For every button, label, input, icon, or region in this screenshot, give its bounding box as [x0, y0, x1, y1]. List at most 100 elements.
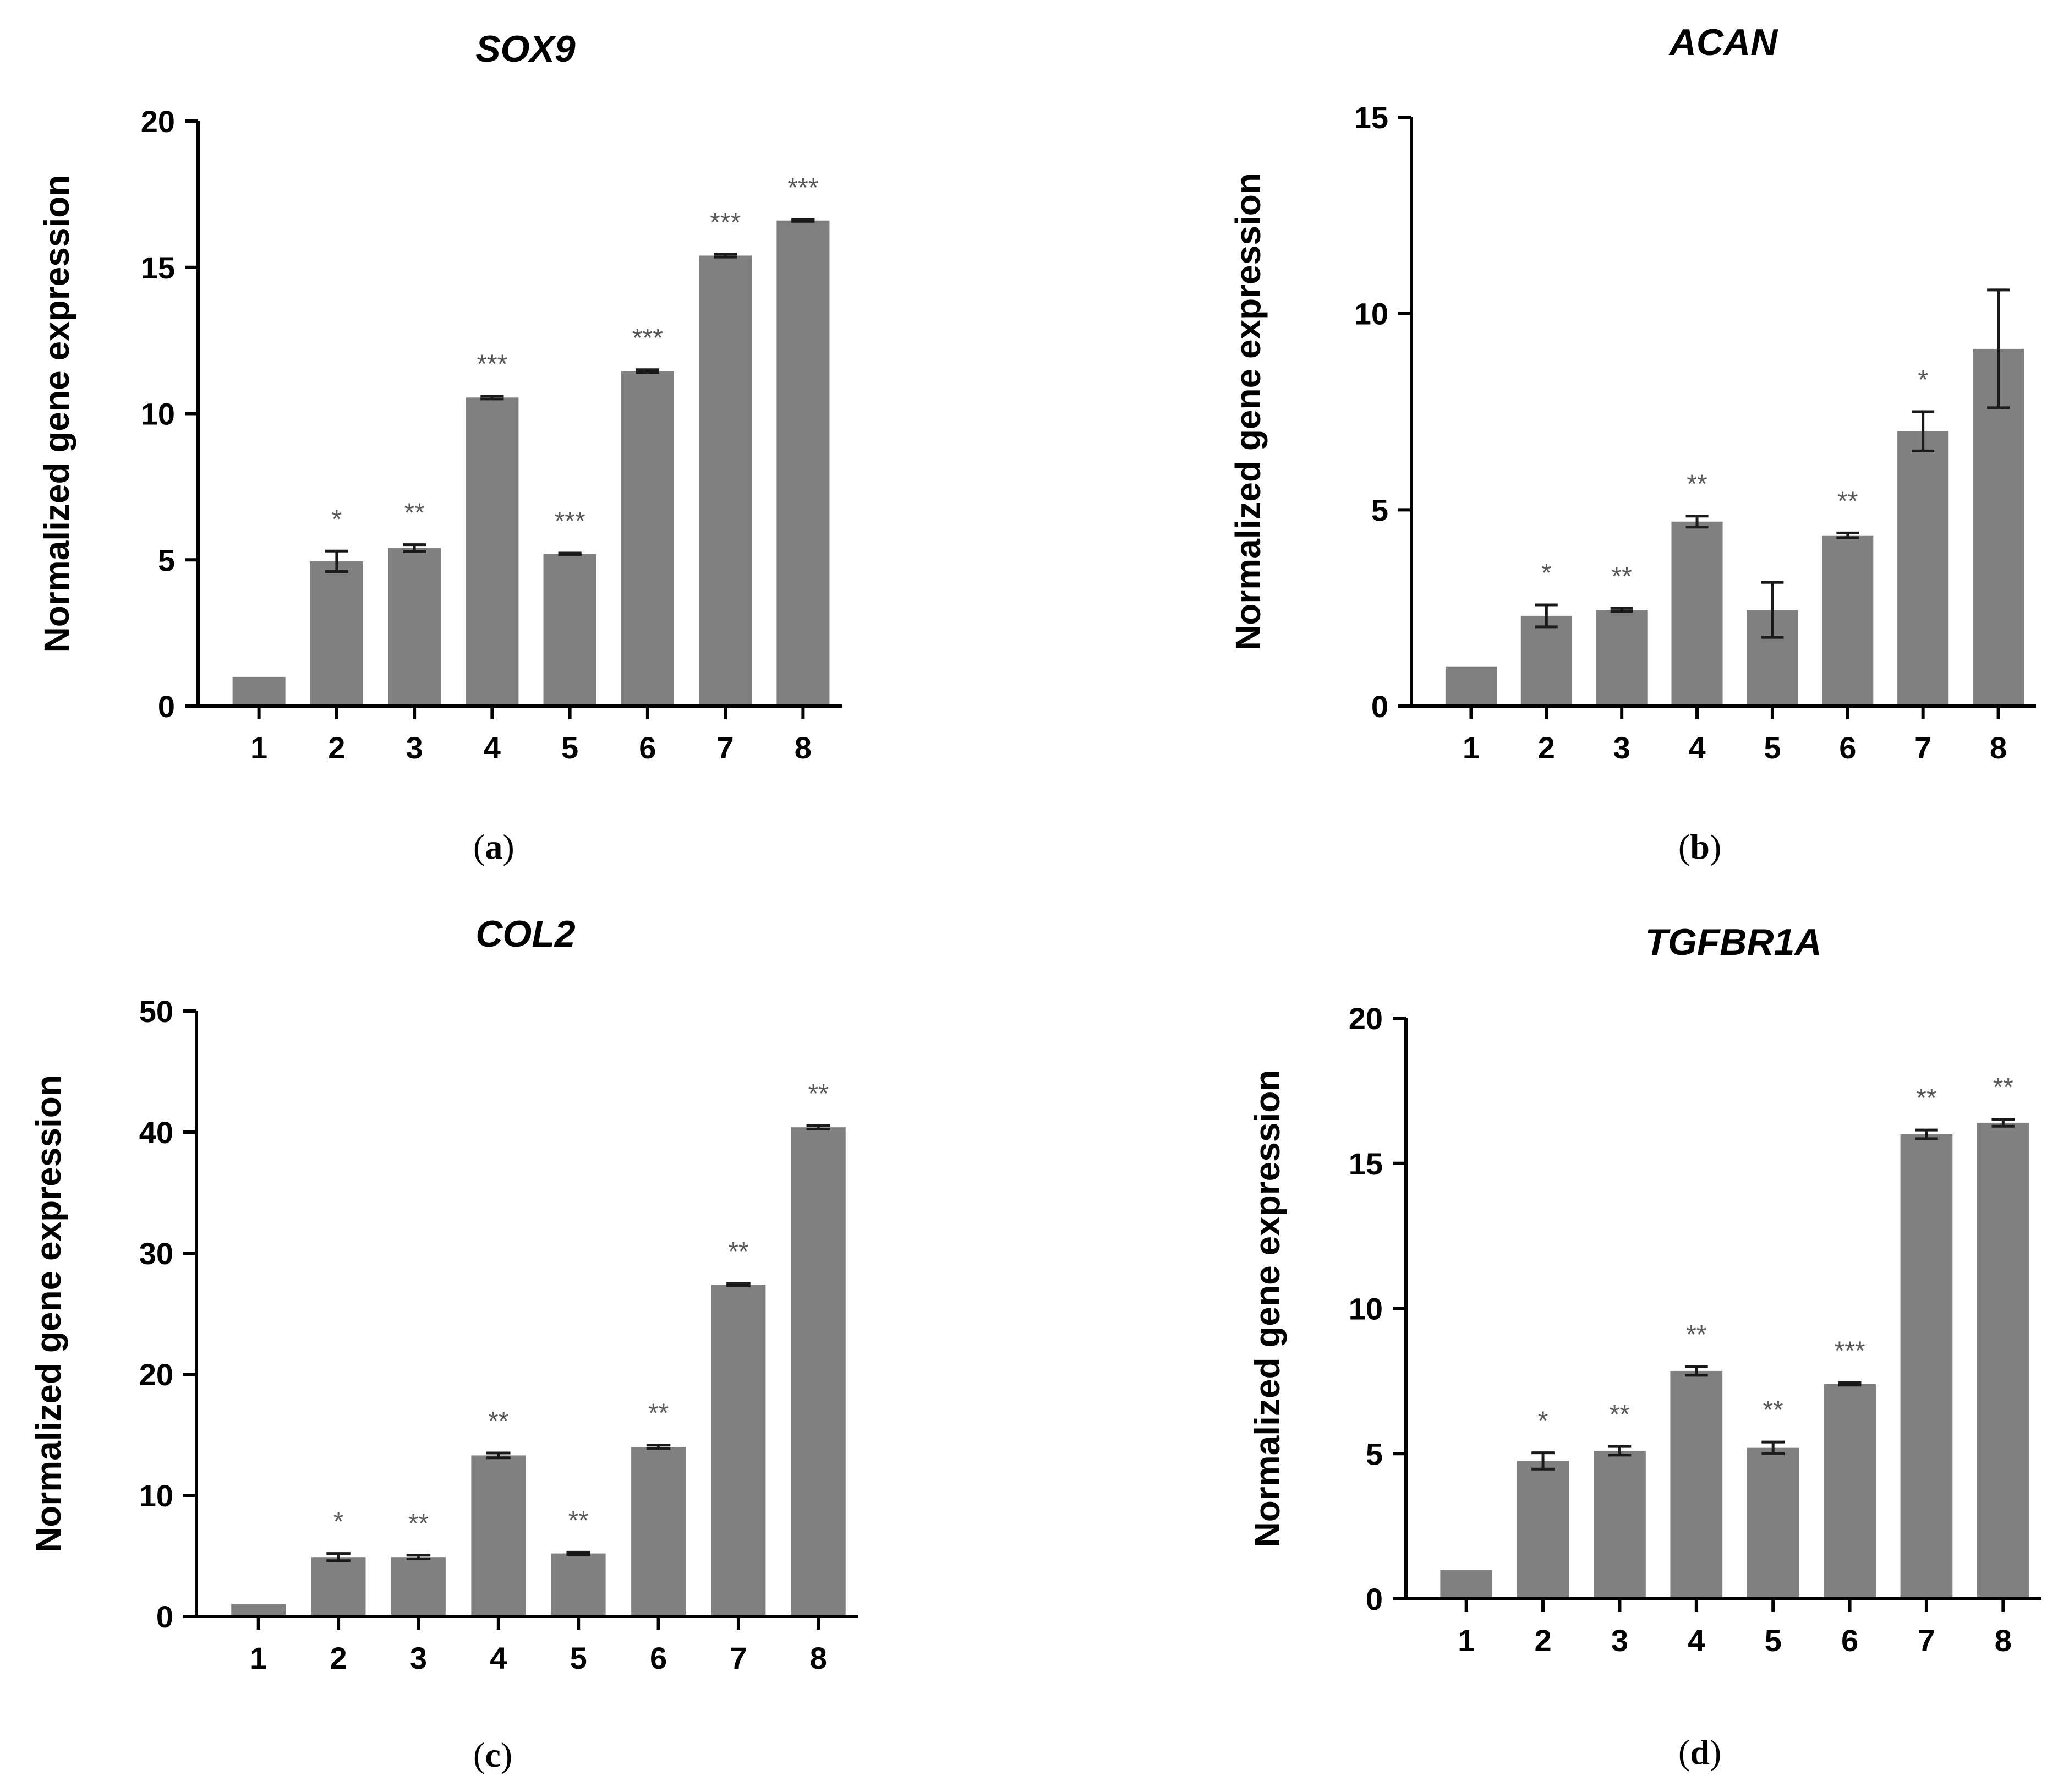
y-tick-label: 20	[139, 1357, 173, 1392]
y-tick-label: 30	[139, 1236, 173, 1271]
significance-label: ***	[555, 507, 585, 536]
significance-label: **	[1686, 1320, 1706, 1350]
y-tick-label: 10	[139, 1478, 173, 1513]
bar-7	[1900, 1134, 1953, 1599]
bar-1	[1445, 666, 1497, 706]
x-tick-label: 2	[1534, 1623, 1551, 1658]
y-tick-label: 5	[1366, 1436, 1383, 1471]
chart-panel-c: COL2 Normalized gene expression 1 * 2 ** 3 ** 4 *…	[29, 913, 858, 1774]
significance-label: *	[1541, 559, 1552, 588]
significance-label: **	[728, 1237, 748, 1266]
y-tick-label: 15	[141, 250, 175, 285]
bar-3	[391, 1557, 446, 1616]
significance-label: **	[808, 1079, 829, 1108]
x-tick-label: 4	[1688, 1623, 1705, 1658]
bar-4	[471, 1455, 526, 1616]
y-tick-label: 15	[1349, 1146, 1383, 1181]
y-tick-label: 0	[158, 689, 175, 724]
x-tick-label: 6	[1839, 730, 1856, 765]
y-tick-label: 10	[1349, 1292, 1383, 1326]
bar-7	[699, 255, 752, 706]
x-tick-label: 8	[795, 730, 812, 765]
significance-label: ***	[477, 350, 507, 379]
panel-label: (a)	[473, 827, 514, 866]
significance-label: ***	[1835, 1337, 1865, 1366]
y-axis-label: Normalized gene expression	[1247, 1070, 1287, 1548]
bar-3	[1596, 610, 1648, 706]
y-tick-label: 0	[1366, 1582, 1383, 1616]
x-tick-label: 3	[1613, 730, 1630, 765]
x-tick-label: 5	[1764, 730, 1781, 765]
y-axis-label: Normalized gene expression	[37, 175, 76, 653]
x-tick-label: 1	[250, 730, 267, 765]
bar-8	[1977, 1122, 2029, 1599]
significance-label: **	[404, 499, 424, 528]
bar-5	[551, 1553, 606, 1616]
y-axis-label: Normalized gene expression	[1228, 173, 1268, 651]
bar-6	[621, 371, 674, 706]
bar-1	[1440, 1570, 1493, 1599]
y-tick-label: 10	[1354, 297, 1388, 331]
bar-5	[543, 554, 596, 706]
x-tick-label: 3	[410, 1641, 427, 1675]
chart-panel-a: SOX9 Normalized gene expression 1 * 2 ** 3 *** 4…	[37, 28, 842, 866]
y-tick-label: 20	[141, 104, 175, 139]
y-tick-label: 50	[139, 994, 173, 1029]
x-tick-label: 3	[1611, 1623, 1628, 1658]
chart-panel-d: TGFBR1A Normalized gene expression 1 * 2 ** 3 *…	[1247, 921, 2041, 1772]
x-tick-label: 2	[1538, 730, 1555, 765]
x-tick-label: 7	[1914, 730, 1931, 765]
significance-label: **	[1993, 1073, 2013, 1102]
bar-7	[1897, 431, 1949, 706]
significance-label: **	[1610, 1400, 1630, 1429]
x-tick-label: 2	[330, 1641, 347, 1675]
x-tick-label: 1	[1463, 730, 1480, 765]
y-tick-label: 40	[139, 1115, 173, 1150]
significance-label: *	[1538, 1407, 1548, 1436]
x-tick-label: 4	[490, 1641, 507, 1675]
y-tick-label: 5	[1371, 493, 1388, 527]
bar-2	[311, 1557, 366, 1616]
significance-label: **	[488, 1407, 508, 1436]
bar-1	[232, 676, 286, 706]
bar-6	[1824, 1384, 1876, 1599]
bar-1	[231, 1604, 286, 1616]
chart-title: ACAN	[1668, 21, 1778, 63]
chart-panel-b: ACAN Normalized gene expression 1 * 2 ** 3 ** 4 5…	[1228, 21, 2036, 866]
x-tick-label: 5	[1765, 1623, 1782, 1658]
bar-4	[466, 397, 519, 706]
x-tick-label: 4	[1688, 730, 1705, 765]
x-tick-label: 1	[250, 1641, 267, 1675]
y-tick-label: 15	[1354, 100, 1388, 135]
chart-title: SOX9	[475, 28, 576, 70]
significance-label: ***	[632, 324, 663, 353]
x-tick-label: 8	[1990, 730, 2007, 765]
significance-label: ***	[710, 208, 741, 237]
x-tick-label: 6	[1841, 1623, 1858, 1658]
x-tick-label: 2	[328, 730, 345, 765]
x-tick-label: 8	[810, 1641, 827, 1675]
x-tick-label: 3	[406, 730, 423, 765]
x-tick-label: 5	[561, 730, 578, 765]
bar-6	[1822, 535, 1874, 706]
significance-label: *	[333, 1507, 344, 1537]
bar-8	[791, 1127, 846, 1616]
significance-label: **	[648, 1399, 669, 1428]
y-tick-label: 5	[158, 543, 175, 577]
bar-3	[388, 548, 441, 706]
panel-label: (c)	[473, 1735, 512, 1774]
bar-8	[776, 220, 830, 707]
significance-label: **	[1916, 1084, 1936, 1113]
x-tick-label: 7	[717, 730, 734, 765]
significance-label: *	[1918, 365, 1928, 395]
significance-label: **	[408, 1509, 429, 1538]
chart-title: COL2	[475, 913, 576, 955]
y-tick-label: 10	[141, 397, 175, 431]
x-tick-label: 7	[730, 1641, 747, 1675]
y-tick-label: 0	[156, 1599, 173, 1634]
bar-4	[1670, 1370, 1723, 1599]
significance-label: **	[1612, 562, 1632, 591]
significance-label: **	[1763, 1396, 1783, 1425]
y-tick-label: 0	[1371, 689, 1388, 724]
bar-4	[1671, 521, 1723, 706]
